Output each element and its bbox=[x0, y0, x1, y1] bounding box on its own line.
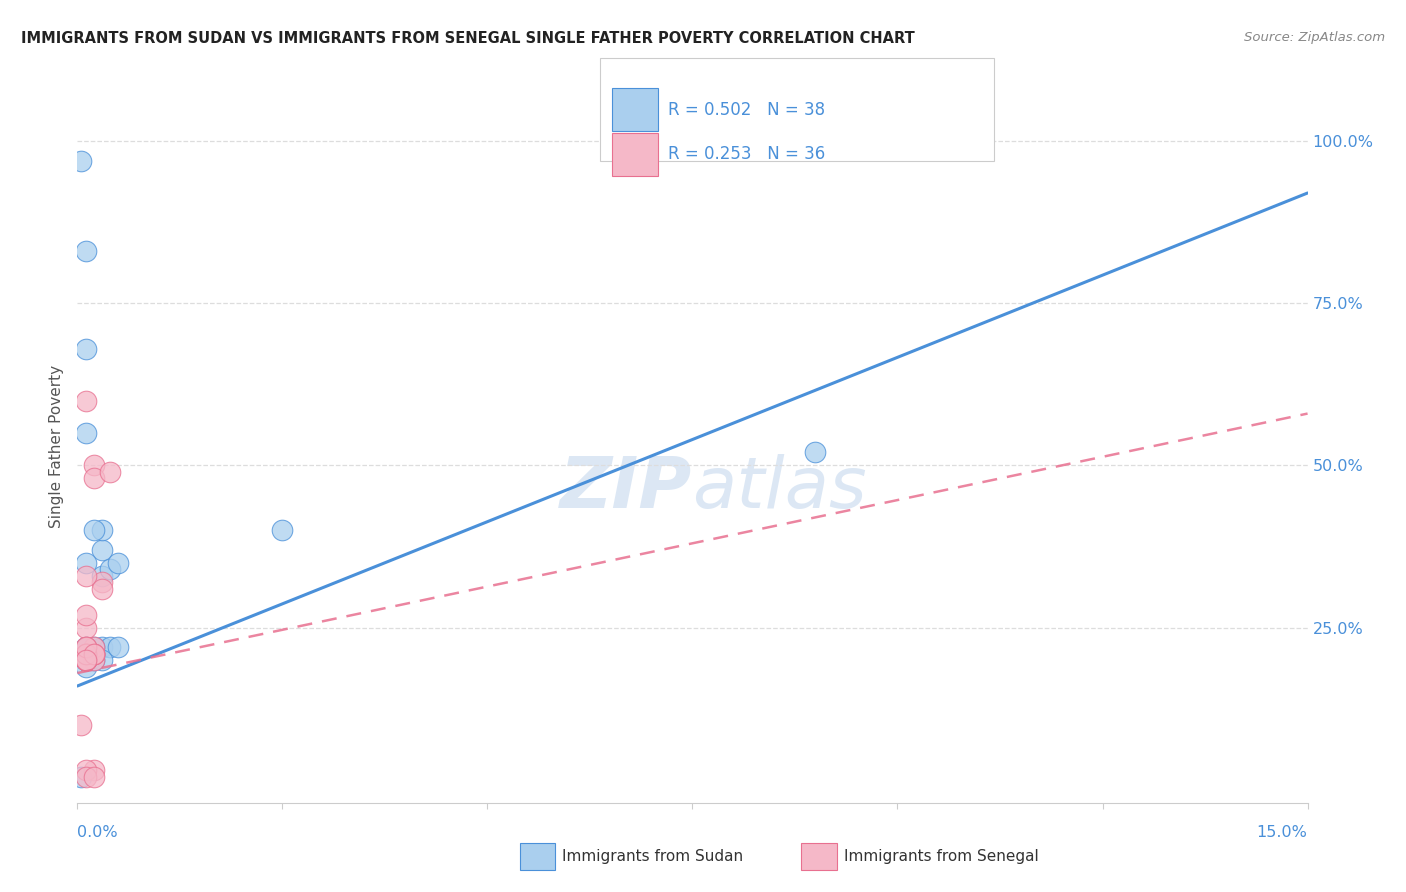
Point bbox=[804, 445, 827, 459]
Point bbox=[75, 647, 97, 661]
Point bbox=[75, 621, 97, 635]
Point bbox=[75, 568, 97, 582]
Text: ZIP: ZIP bbox=[560, 454, 693, 524]
Point bbox=[107, 640, 129, 654]
Point bbox=[75, 640, 97, 654]
Point bbox=[90, 653, 114, 667]
Text: Source: ZipAtlas.com: Source: ZipAtlas.com bbox=[1244, 31, 1385, 45]
Point bbox=[75, 653, 97, 667]
Point bbox=[83, 653, 105, 667]
Point bbox=[75, 653, 97, 667]
Point bbox=[75, 653, 97, 667]
Point bbox=[75, 393, 97, 408]
Point bbox=[83, 647, 105, 661]
Point bbox=[70, 770, 93, 784]
Point bbox=[75, 640, 97, 654]
Point bbox=[75, 770, 97, 784]
Point bbox=[83, 647, 105, 661]
Point bbox=[83, 647, 105, 661]
Point bbox=[75, 647, 97, 661]
Point bbox=[75, 244, 97, 259]
Point bbox=[75, 342, 97, 356]
Text: atlas: atlas bbox=[693, 454, 868, 524]
Point bbox=[83, 647, 105, 661]
Point bbox=[75, 653, 97, 667]
Point bbox=[271, 524, 294, 538]
Y-axis label: Single Father Poverty: Single Father Poverty bbox=[49, 365, 65, 527]
Point bbox=[83, 770, 105, 784]
Point bbox=[75, 653, 97, 667]
Point bbox=[70, 718, 93, 732]
Point bbox=[98, 465, 121, 479]
Point bbox=[75, 640, 97, 654]
Point bbox=[75, 647, 97, 661]
Point bbox=[75, 653, 97, 667]
Point bbox=[83, 640, 105, 654]
Point bbox=[90, 640, 114, 654]
Text: 0.0%: 0.0% bbox=[77, 825, 118, 839]
Point bbox=[75, 653, 97, 667]
Point bbox=[98, 562, 121, 576]
Point bbox=[107, 556, 129, 570]
Text: 15.0%: 15.0% bbox=[1257, 825, 1308, 839]
Point bbox=[83, 458, 105, 473]
Point bbox=[75, 653, 97, 667]
Point bbox=[83, 647, 105, 661]
Point bbox=[75, 653, 97, 667]
Point bbox=[83, 647, 105, 661]
Point bbox=[83, 647, 105, 661]
Text: R = 0.502   N = 38: R = 0.502 N = 38 bbox=[668, 101, 825, 119]
Point bbox=[83, 647, 105, 661]
Point bbox=[75, 556, 97, 570]
Point bbox=[75, 640, 97, 654]
Point bbox=[75, 607, 97, 622]
Point bbox=[90, 582, 114, 596]
Point bbox=[75, 764, 97, 778]
Point bbox=[83, 524, 105, 538]
Point bbox=[70, 153, 93, 168]
Point bbox=[83, 653, 105, 667]
Point bbox=[75, 653, 97, 667]
Point bbox=[75, 653, 97, 667]
Point bbox=[83, 647, 105, 661]
Point bbox=[75, 425, 97, 440]
Point bbox=[75, 647, 97, 661]
Point bbox=[75, 659, 97, 673]
Point bbox=[83, 647, 105, 661]
Point bbox=[90, 568, 114, 582]
Point bbox=[75, 653, 97, 667]
Point bbox=[90, 524, 114, 538]
Text: Immigrants from Sudan: Immigrants from Sudan bbox=[562, 849, 744, 863]
Point bbox=[83, 764, 105, 778]
Point bbox=[75, 653, 97, 667]
Point bbox=[83, 640, 105, 654]
Text: IMMIGRANTS FROM SUDAN VS IMMIGRANTS FROM SENEGAL SINGLE FATHER POVERTY CORRELATI: IMMIGRANTS FROM SUDAN VS IMMIGRANTS FROM… bbox=[21, 31, 915, 46]
Text: Immigrants from Senegal: Immigrants from Senegal bbox=[844, 849, 1039, 863]
Point bbox=[79, 653, 101, 667]
Point bbox=[75, 653, 97, 667]
Point bbox=[75, 653, 97, 667]
Point bbox=[83, 471, 105, 485]
Point bbox=[98, 640, 121, 654]
Text: R = 0.253   N = 36: R = 0.253 N = 36 bbox=[668, 145, 825, 163]
Point bbox=[75, 647, 97, 661]
Point bbox=[75, 653, 97, 667]
Point bbox=[90, 575, 114, 590]
Point bbox=[90, 542, 114, 557]
Point bbox=[75, 653, 97, 667]
